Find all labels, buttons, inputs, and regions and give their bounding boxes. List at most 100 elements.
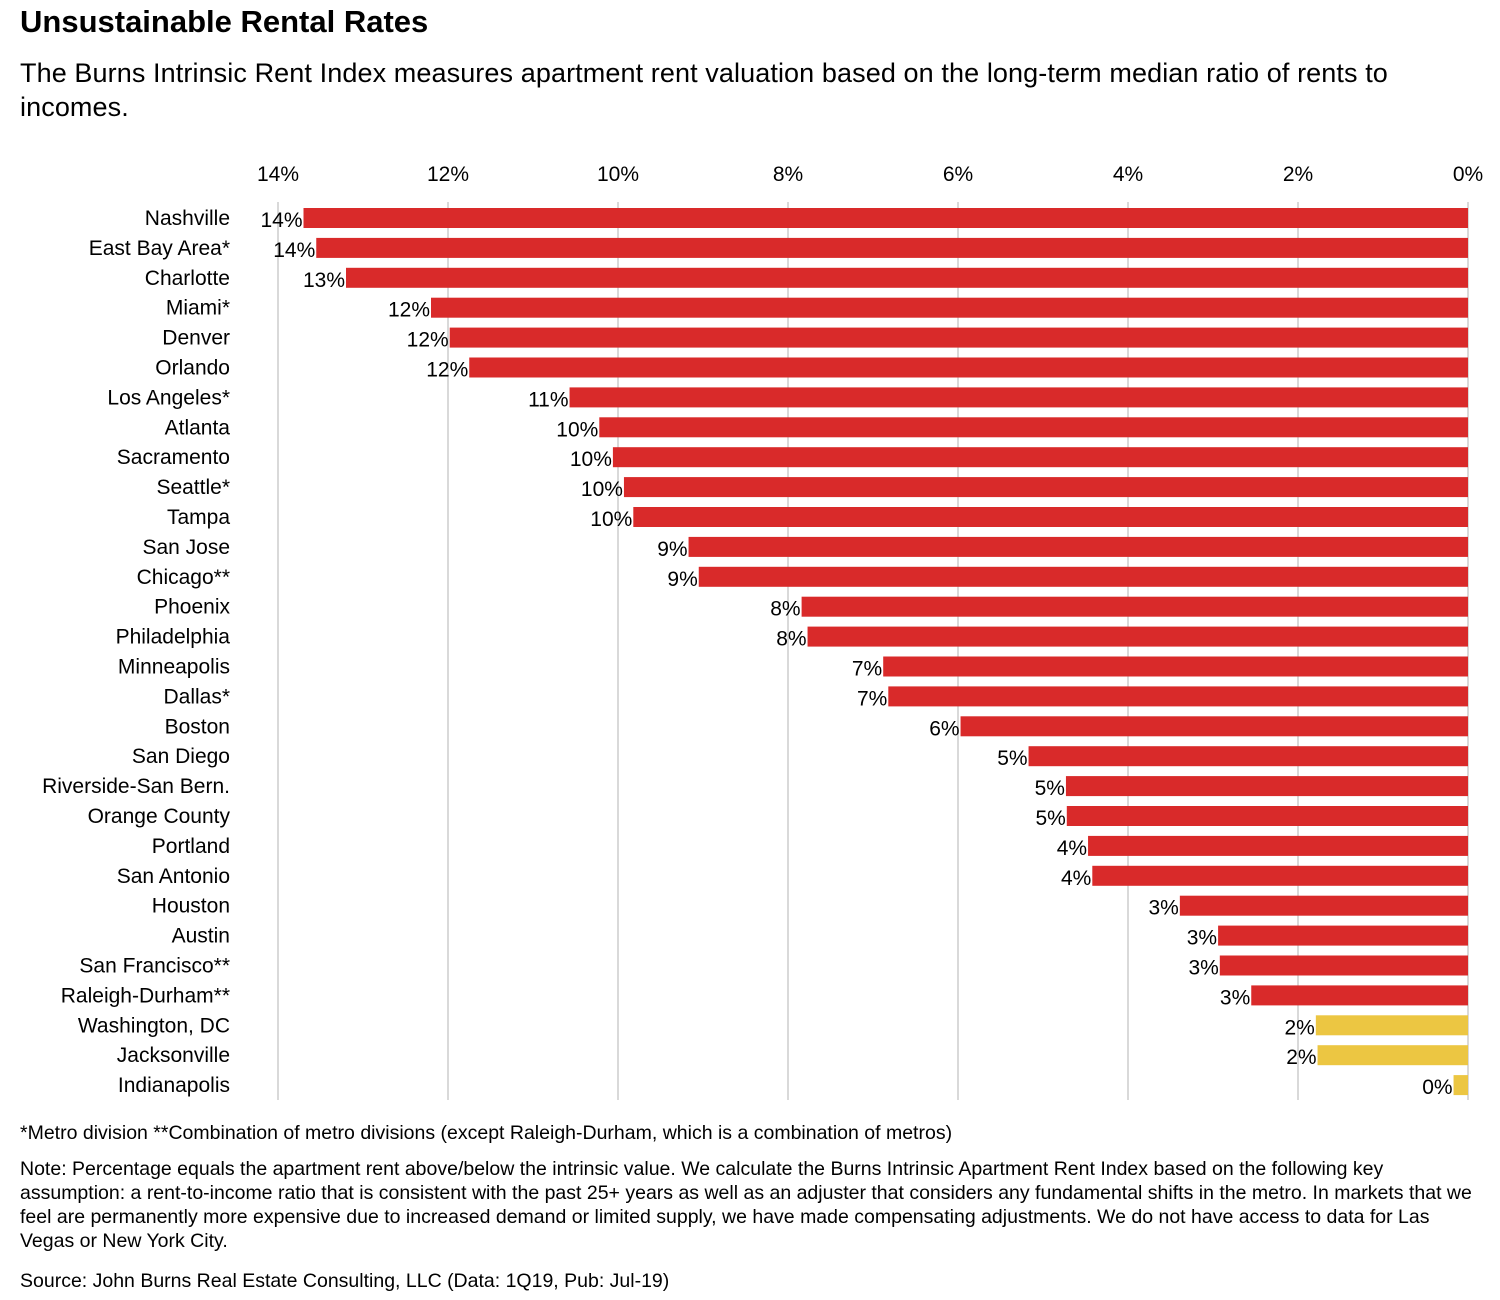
category-label: Orlando	[155, 357, 230, 380]
category-label: Raleigh-Durham**	[61, 984, 230, 1007]
category-label: Nashville	[145, 207, 230, 230]
category-label: Charlotte	[145, 267, 230, 290]
category-label: Houston	[152, 895, 230, 918]
footnote-note: Note: Percentage equals the apartment re…	[20, 1158, 1472, 1252]
category-label: Sacramento	[117, 446, 230, 469]
data-label: 2%	[1286, 1046, 1316, 1069]
category-label: San Antonio	[117, 865, 230, 888]
bar	[698, 566, 1468, 587]
data-label: 4%	[1057, 837, 1087, 860]
bar	[1317, 1045, 1468, 1066]
data-label: 3%	[1187, 927, 1217, 950]
bar	[449, 327, 1468, 348]
footnote-source: Source: John Burns Real Estate Consultin…	[20, 1270, 670, 1292]
bar	[1315, 1015, 1468, 1036]
bar	[1179, 895, 1468, 916]
category-label: East Bay Area*	[89, 237, 230, 260]
bar	[303, 208, 1468, 228]
chart-subtitle: The Burns Intrinsic Rent Index measures …	[20, 58, 1388, 122]
bar	[1453, 1075, 1468, 1096]
bar	[688, 536, 1468, 557]
x-tick-label: 0%	[1453, 163, 1483, 186]
data-label: 3%	[1148, 897, 1178, 920]
data-label: 6%	[929, 717, 959, 740]
category-label: Washington, DC	[78, 1014, 230, 1037]
bar	[888, 686, 1468, 707]
bar	[801, 596, 1468, 617]
data-label: 2%	[1284, 1016, 1314, 1039]
bar	[1219, 955, 1468, 976]
category-label: San Francisco**	[79, 955, 230, 978]
category-label: Riverside-San Bern.	[42, 775, 230, 798]
bar	[807, 626, 1468, 647]
data-label: 3%	[1220, 986, 1250, 1009]
footnote-metro-division: *Metro division **Combination of metro d…	[20, 1122, 953, 1144]
data-label: 7%	[852, 658, 882, 681]
x-tick-label: 4%	[1113, 163, 1143, 186]
x-tick-label: 8%	[773, 163, 803, 186]
category-label: Los Angeles*	[107, 386, 230, 409]
data-label: 10%	[570, 448, 612, 471]
category-label: Denver	[162, 327, 230, 350]
bar	[960, 716, 1468, 737]
data-label: 10%	[581, 478, 623, 501]
data-label: 5%	[1035, 807, 1065, 830]
category-label: Austin	[172, 925, 230, 948]
category-label: Seattle*	[156, 476, 230, 499]
category-label: Orange County	[88, 805, 231, 828]
data-label: 5%	[1035, 777, 1065, 800]
x-tick-label: 6%	[943, 163, 973, 186]
bar	[469, 357, 1468, 378]
bar	[1218, 925, 1468, 946]
data-label: 4%	[1061, 867, 1091, 890]
bar	[1092, 865, 1468, 886]
category-label: San Diego	[132, 745, 230, 768]
data-label: 9%	[667, 568, 697, 591]
category-labels: Nashville East Bay Area* Charlotte Miami* De…	[42, 207, 230, 1097]
data-label: 9%	[657, 538, 687, 561]
data-label: 8%	[770, 598, 800, 621]
data-label: 12%	[426, 359, 468, 382]
bar-chart: 14% 12% 10% 8% 6% 4% 2% 0% Nashville East Bay Ar…	[42, 163, 1483, 1100]
bar	[346, 267, 1468, 288]
category-label: San Jose	[142, 536, 230, 559]
bar	[316, 237, 1468, 258]
data-label: 14%	[273, 239, 315, 262]
gridlines	[277, 202, 1469, 1100]
category-label: Atlanta	[165, 416, 231, 439]
data-label: 12%	[388, 299, 430, 322]
bar	[623, 477, 1468, 498]
value-labels: 14% 14% 13% 12% 12% 12% 11% 10% 10% 10% 10% 9% 9% 8% 8…	[260, 209, 1452, 1099]
bars	[303, 208, 1468, 1096]
category-label: Minneapolis	[118, 656, 230, 679]
x-tick-label: 2%	[1283, 163, 1313, 186]
chart-title: Unsustainable Rental Rates	[20, 4, 429, 39]
category-label: Portland	[152, 835, 230, 858]
category-label: Jacksonville	[117, 1044, 230, 1067]
data-label: 3%	[1188, 957, 1218, 980]
data-label: 11%	[528, 388, 568, 411]
x-tick-label: 10%	[597, 163, 639, 186]
bar	[1066, 806, 1468, 826]
bar	[431, 297, 1468, 318]
category-label: Philadelphia	[116, 626, 231, 649]
category-label: Phoenix	[154, 596, 230, 619]
data-label: 5%	[997, 747, 1027, 770]
bar	[1065, 776, 1468, 797]
data-label: 12%	[407, 329, 449, 352]
bar	[612, 447, 1468, 468]
x-tick-label: 14%	[257, 163, 299, 186]
data-label: 13%	[303, 269, 345, 292]
x-tick-label: 12%	[427, 163, 469, 186]
category-label: Indianapolis	[118, 1074, 230, 1097]
category-label: Boston	[165, 715, 230, 738]
category-label: Dallas*	[163, 685, 230, 708]
category-label: Chicago**	[137, 566, 230, 589]
bar	[569, 387, 1468, 408]
bar	[599, 417, 1468, 438]
data-label: 8%	[776, 628, 806, 651]
bar	[1251, 985, 1468, 1006]
x-axis-tick-labels: 14% 12% 10% 8% 6% 4% 2% 0%	[257, 163, 1483, 186]
data-label: 0%	[1422, 1076, 1452, 1099]
category-label: Miami*	[166, 297, 230, 320]
